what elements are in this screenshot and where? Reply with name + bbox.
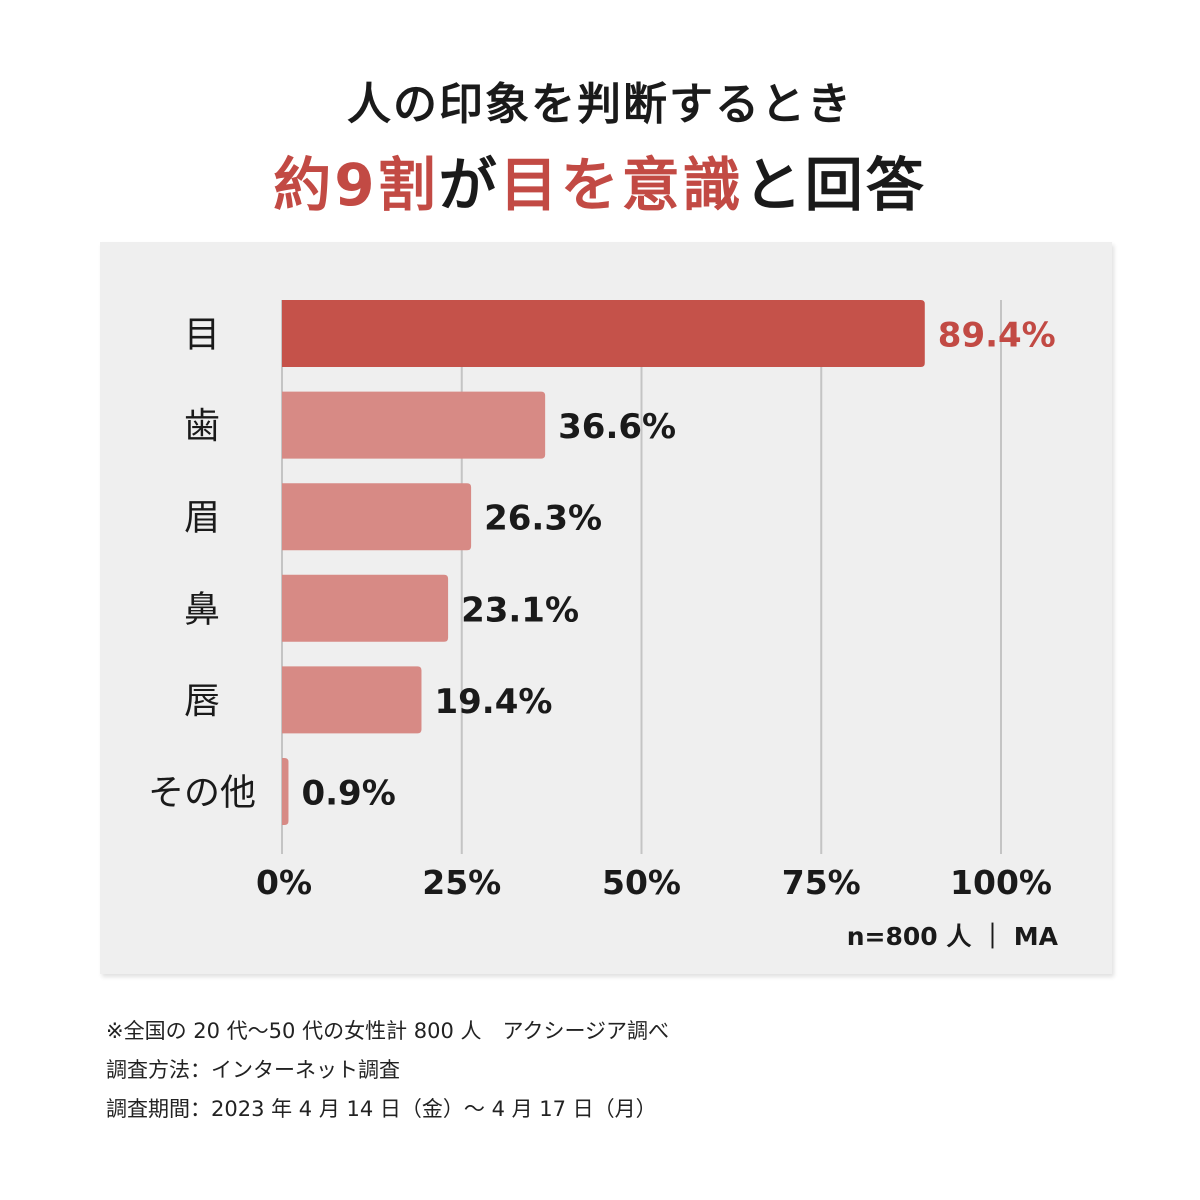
title-part-ninety-percent: 約9割 — [273, 151, 439, 219]
value-label: 0.9% — [301, 774, 395, 814]
category-label: 目 — [184, 315, 220, 356]
chart-panel: 目 89.4% 歯 36.6% 眉 26.3% 鼻 23.1% 唇 19.4% その他 0.9% 0% 2… — [100, 242, 1112, 974]
x-tick-label: 75% — [782, 863, 861, 902]
category-label: 唇 — [184, 681, 220, 722]
x-tick-label: 50% — [602, 863, 681, 902]
chart-title-line1: 人の印象を判断するとき — [347, 79, 853, 130]
x-tick-label: 0% — [256, 863, 312, 902]
category-label: 鼻 — [184, 589, 220, 630]
value-label: 89.4% — [938, 316, 1056, 356]
footer-source: ※全国の 20 代〜50 代の女性計 800 人 アクシージア調べ — [106, 1019, 670, 1043]
category-label: その他 — [148, 773, 256, 814]
category-label: 歯 — [184, 406, 220, 447]
chart-title-line2: 約9割が目を意識と回答 — [0, 138, 1200, 222]
title-part-answered: と回答 — [743, 151, 927, 219]
category-label: 眉 — [184, 498, 220, 539]
x-tick-label: 25% — [422, 863, 501, 902]
survey-footer: ※全国の 20 代〜50 代の女性計 800 人 アクシージア調べ 調査方法：イ… — [106, 1012, 669, 1129]
value-label: 19.4% — [434, 682, 552, 722]
bar-3 — [282, 574, 449, 642]
footer-method: 調査方法：インターネット調査 — [106, 1058, 400, 1082]
value-label: 23.1% — [461, 590, 579, 630]
bar-4 — [282, 666, 422, 734]
bar-chart: 目 89.4% 歯 36.6% 眉 26.3% 鼻 23.1% 唇 19.4% その他 0.9% 0% 2… — [148, 300, 1059, 951]
title-part-ga: が — [438, 151, 500, 219]
bar-0 — [282, 300, 925, 367]
value-label: 36.6% — [558, 407, 676, 447]
title-part-eye-aware: 目を意識 — [499, 151, 744, 219]
sample-size-note: n=800 人 ｜ MA — [847, 922, 1059, 951]
bar-5 — [282, 758, 289, 825]
x-tick-label: 100% — [950, 863, 1052, 902]
footer-period: 調査期間：2023 年 4 月 14 日（金）〜 4 月 17 日（月） — [106, 1097, 657, 1121]
value-label: 26.3% — [484, 499, 602, 539]
bar-2 — [282, 483, 472, 551]
bar-1 — [282, 391, 546, 459]
